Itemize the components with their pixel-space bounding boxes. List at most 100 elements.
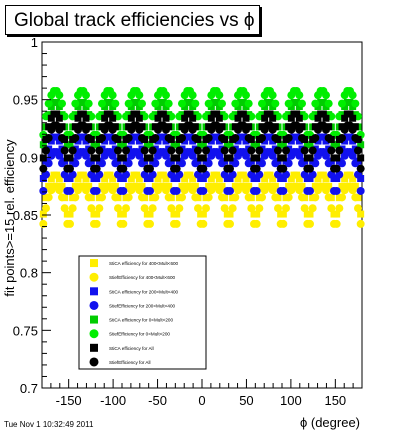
data-point: [285, 123, 293, 131]
data-point: [66, 154, 74, 162]
data-point: [199, 175, 207, 183]
data-point: [293, 110, 301, 118]
data-point: [332, 164, 341, 173]
data-point: [68, 204, 77, 213]
data-point: [239, 98, 247, 106]
data-point: [199, 141, 207, 149]
data-point: [135, 91, 144, 100]
data-point: [341, 137, 349, 145]
data-point: [306, 210, 314, 218]
y-tick-label: 0.8: [20, 266, 38, 281]
data-point: [167, 146, 176, 155]
data-point: [314, 114, 322, 122]
data-point: [332, 186, 341, 195]
data-point: [199, 164, 208, 173]
data-point: [146, 154, 154, 162]
data-point: [119, 219, 128, 228]
data-point: [122, 204, 130, 213]
data-point: [60, 146, 69, 155]
legend-entry: StiefEfficiency for 400<Mult<600: [109, 275, 175, 280]
data-point: [53, 110, 61, 118]
data-point: [324, 99, 333, 108]
data-point: [85, 182, 93, 190]
data-point: [338, 133, 346, 142]
data-point: [138, 99, 146, 108]
data-point: [133, 110, 141, 118]
data-point: [109, 114, 117, 122]
data-point: [199, 186, 208, 195]
data-point: [349, 137, 357, 145]
data-point: [220, 146, 229, 155]
legend-entry: StiCA efficiency for 200<Mult<400: [109, 289, 179, 294]
data-point: [314, 175, 322, 183]
data-point: [205, 123, 213, 131]
data-point: [354, 146, 362, 155]
data-point: [165, 123, 173, 131]
data-point: [266, 133, 274, 141]
data-point: [188, 186, 197, 195]
data-point: [162, 175, 170, 183]
data-point: [218, 123, 226, 131]
data-point: [101, 114, 109, 122]
data-point: [109, 175, 117, 183]
data-point: [231, 133, 240, 142]
x-tick-label: -150: [56, 393, 82, 408]
data-point: [247, 204, 256, 213]
data-point: [39, 219, 48, 228]
y-axis-label: fit points>=15 rel. efficiency: [2, 139, 17, 297]
legend-marker: [89, 272, 99, 282]
data-point: [324, 133, 333, 142]
data-point: [341, 175, 349, 183]
data-point: [245, 123, 253, 131]
data-point: [268, 125, 277, 134]
data-point: [319, 98, 327, 106]
data-point: [173, 154, 181, 162]
data-point: [338, 99, 346, 108]
data-point: [44, 133, 53, 142]
data-point: [127, 175, 135, 183]
data-point: [226, 210, 234, 218]
data-point: [226, 219, 234, 228]
data-point: [295, 151, 304, 160]
data-point: [162, 186, 170, 195]
data-point: [178, 123, 186, 131]
data-point: [213, 98, 221, 106]
data-point: [124, 99, 133, 108]
data-point: [306, 219, 314, 228]
data-point: [279, 164, 288, 173]
data-point: [274, 204, 282, 213]
data-point: [226, 154, 234, 162]
data-point: [82, 137, 90, 145]
data-point: [148, 204, 157, 213]
data-point: [101, 175, 109, 183]
data-point: [159, 98, 167, 106]
y-tick-label: 0.95: [13, 93, 38, 108]
data-point: [279, 219, 288, 228]
x-tick-label: -100: [100, 393, 126, 408]
data-point: [188, 151, 197, 160]
data-point: [284, 133, 293, 142]
data-point: [311, 123, 319, 131]
data-point: [298, 123, 306, 131]
data-point: [239, 110, 247, 118]
data-point: [269, 137, 277, 145]
data-point: [108, 151, 117, 160]
data-point: [332, 219, 341, 228]
data-point: [60, 204, 69, 213]
data-point: [311, 182, 319, 190]
data-point: [162, 125, 170, 134]
data-point: [133, 98, 141, 106]
data-point: [295, 186, 304, 195]
data-point: [295, 114, 303, 122]
data-point: [84, 193, 93, 202]
data-point: [348, 125, 357, 134]
data-point: [279, 141, 287, 149]
data-point: [55, 151, 64, 160]
data-point: [194, 146, 202, 155]
data-point: [266, 98, 274, 106]
data-point: [58, 123, 66, 131]
data-point: [298, 193, 306, 202]
legend-marker: [90, 315, 98, 324]
data-point: [53, 133, 61, 141]
data-point: [148, 146, 157, 155]
